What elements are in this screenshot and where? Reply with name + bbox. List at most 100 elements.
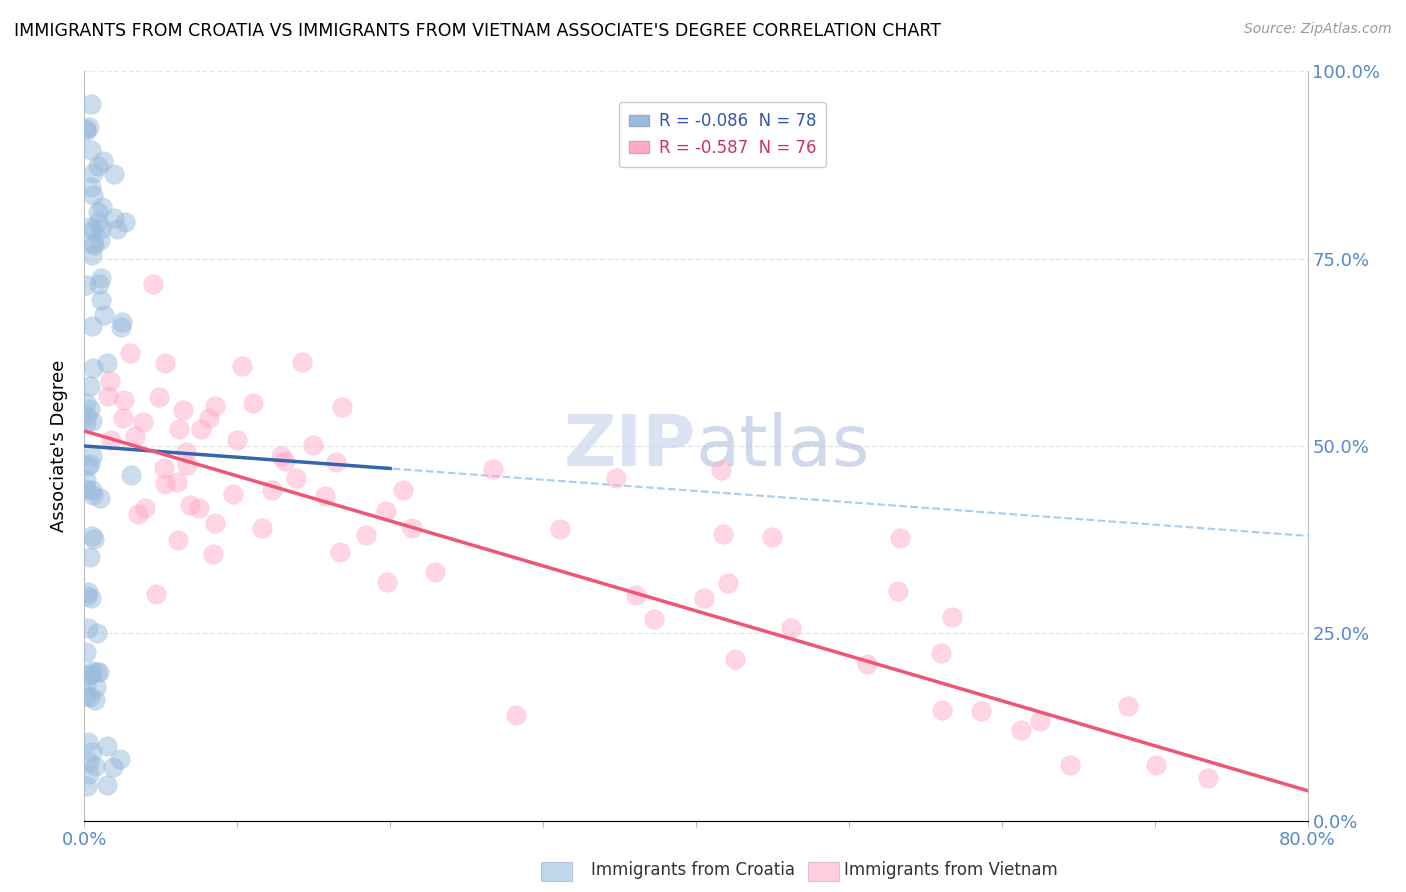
Point <box>929 646 952 660</box>
Point <box>120 468 142 483</box>
Point <box>482 462 505 476</box>
Point <box>152 460 174 475</box>
Point <box>166 475 188 489</box>
Point <box>550 522 572 536</box>
Point <box>103 760 125 774</box>
Point <box>761 530 783 544</box>
Point <box>330 400 353 414</box>
Point <box>127 508 149 522</box>
Point <box>174 445 197 459</box>
Point <box>76 779 98 793</box>
Point <box>80 319 103 334</box>
Point <box>75 473 97 487</box>
Point <box>717 575 740 590</box>
Point <box>169 422 191 436</box>
Point <box>97 389 120 403</box>
Point <box>970 704 993 718</box>
Text: IMMIGRANTS FROM CROATIA VS IMMIGRANTS FROM VIETNAM ASSOCIATE'S DEGREE CORRELATIO: IMMIGRANTS FROM CROATIA VS IMMIGRANTS FR… <box>14 22 941 40</box>
Point <box>82 483 104 497</box>
Point <box>90 270 112 285</box>
Point <box>1029 714 1052 728</box>
Point <box>80 180 103 194</box>
Point <box>262 483 284 497</box>
Point <box>643 612 665 626</box>
Point <box>103 167 125 181</box>
Point <box>80 96 103 111</box>
Point <box>724 652 747 666</box>
Point <box>75 644 97 658</box>
Point <box>82 529 104 543</box>
Point <box>79 550 101 565</box>
Point <box>392 483 415 498</box>
Point <box>252 520 274 534</box>
Text: Immigrants from Vietnam: Immigrants from Vietnam <box>844 861 1057 879</box>
Legend: R = -0.086  N = 78, R = -0.587  N = 76: R = -0.086 N = 78, R = -0.587 N = 76 <box>619 103 827 167</box>
Point <box>142 277 165 291</box>
Point <box>80 414 103 428</box>
Point <box>710 463 733 477</box>
Point <box>110 319 132 334</box>
Point <box>153 356 176 370</box>
Text: atlas: atlas <box>696 411 870 481</box>
Point <box>148 390 170 404</box>
Point <box>118 346 141 360</box>
Point <box>96 739 118 753</box>
Point <box>80 144 103 158</box>
Point <box>80 665 103 679</box>
Point <box>86 665 108 679</box>
Point <box>79 219 101 234</box>
Point <box>75 122 97 136</box>
Point <box>98 374 121 388</box>
Point <box>80 667 103 681</box>
Point <box>711 527 734 541</box>
Point <box>96 356 118 370</box>
Point <box>374 504 396 518</box>
Point <box>75 416 97 430</box>
Point <box>105 222 128 236</box>
Text: Immigrants from Croatia: Immigrants from Croatia <box>591 861 794 879</box>
Point <box>75 396 97 410</box>
Point <box>91 154 114 169</box>
Point <box>1144 758 1167 772</box>
Point <box>79 402 101 417</box>
Point <box>190 421 212 435</box>
Point <box>82 488 104 502</box>
Point <box>75 278 97 293</box>
Point <box>76 589 98 603</box>
Point <box>77 621 100 635</box>
Point <box>76 585 98 599</box>
Point <box>79 690 101 705</box>
Point <box>80 248 103 262</box>
Point <box>75 678 97 692</box>
Point <box>77 459 100 474</box>
Point <box>111 315 134 329</box>
Point <box>131 415 153 429</box>
Point <box>75 483 97 497</box>
Point <box>176 458 198 473</box>
Point <box>82 745 104 759</box>
Point <box>112 411 135 425</box>
Point <box>354 528 377 542</box>
Point <box>1197 771 1219 785</box>
Point <box>87 205 110 219</box>
Point <box>285 471 308 485</box>
Point <box>96 778 118 792</box>
Point <box>83 532 105 546</box>
Point <box>114 215 136 229</box>
Point <box>889 531 911 545</box>
Point <box>197 411 219 425</box>
Point <box>941 610 963 624</box>
Point <box>624 588 647 602</box>
Point <box>87 159 110 173</box>
Point <box>108 752 131 766</box>
Point <box>780 621 803 635</box>
Point <box>166 533 188 547</box>
Point <box>302 438 325 452</box>
Point <box>87 215 110 229</box>
Point <box>77 755 100 769</box>
Point <box>222 487 245 501</box>
Point <box>124 429 146 443</box>
Point <box>83 238 105 252</box>
Point <box>103 211 125 226</box>
Point <box>291 355 314 369</box>
